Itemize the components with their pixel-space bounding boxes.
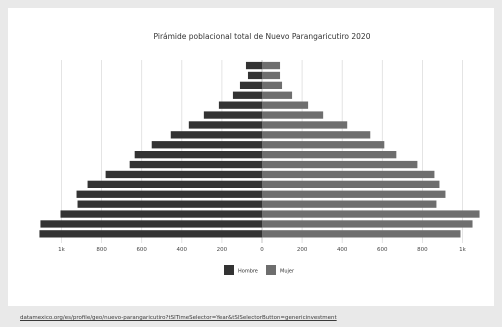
bar-mujer[interactable] xyxy=(262,71,281,80)
chart-legend: Hombre Mujer xyxy=(224,265,295,275)
legend-swatch xyxy=(224,265,234,275)
legend-swatch xyxy=(266,265,276,275)
bar-hombre[interactable] xyxy=(77,200,262,208)
bar-mujer[interactable] xyxy=(262,61,281,70)
x-tick-label: 200 xyxy=(297,247,308,253)
bar-hombre[interactable] xyxy=(188,121,262,129)
bar-hombre[interactable] xyxy=(105,170,262,179)
bar-mujer[interactable] xyxy=(262,91,293,99)
x-tick-label: 800 xyxy=(417,247,428,253)
bar-hombre[interactable] xyxy=(239,81,262,89)
x-tick-label: 400 xyxy=(337,247,348,253)
bar-mujer[interactable] xyxy=(262,81,283,89)
bar-hombre[interactable] xyxy=(151,141,262,149)
bar-mujer[interactable] xyxy=(262,121,348,129)
bar-mujer[interactable] xyxy=(262,200,437,208)
bar-hombre[interactable] xyxy=(40,220,263,228)
source-link[interactable]: datamexico.org/es/profile/geo/nuevo-para… xyxy=(20,315,337,321)
bar-mujer[interactable] xyxy=(262,230,461,238)
bar-mujer[interactable] xyxy=(262,190,446,198)
bar-hombre[interactable] xyxy=(39,230,262,238)
bar-mujer[interactable] xyxy=(262,111,324,119)
x-tick-label: 200 xyxy=(217,247,228,253)
bar-mujer[interactable] xyxy=(262,180,440,188)
bar-hombre[interactable] xyxy=(245,61,262,70)
bar-mujer[interactable] xyxy=(262,141,385,149)
bar-mujer[interactable] xyxy=(262,170,435,179)
bar-hombre[interactable] xyxy=(76,190,262,198)
bar-hombre[interactable] xyxy=(203,111,262,119)
chart-bars xyxy=(39,61,480,238)
x-tick-label: 1k xyxy=(459,247,466,253)
bar-mujer[interactable] xyxy=(262,101,309,109)
bar-hombre[interactable] xyxy=(247,71,262,80)
bar-hombre[interactable] xyxy=(134,151,262,159)
bar-mujer[interactable] xyxy=(262,160,418,169)
legend-item-hombre[interactable]: Hombre xyxy=(224,265,258,275)
x-axis-ticks: 1k 800 600 400 200 0 200 400 600 800 1k xyxy=(58,247,466,253)
x-tick-label: 800 xyxy=(96,247,107,253)
x-tick-label: 400 xyxy=(177,247,188,253)
legend-label: Mujer xyxy=(280,269,295,275)
bar-mujer[interactable] xyxy=(262,210,480,218)
x-tick-label: 0 xyxy=(260,247,264,253)
bar-mujer[interactable] xyxy=(262,131,371,139)
bar-hombre[interactable] xyxy=(60,210,263,218)
chart-title: Pirámide poblacional total de Nuevo Para… xyxy=(154,32,371,41)
bar-mujer[interactable] xyxy=(262,151,397,159)
x-tick-label: 1k xyxy=(58,247,65,253)
bar-mujer[interactable] xyxy=(262,220,473,228)
x-tick-label: 600 xyxy=(377,247,388,253)
bar-hombre[interactable] xyxy=(87,180,262,188)
bar-hombre[interactable] xyxy=(232,91,262,99)
legend-label: Hombre xyxy=(238,269,258,275)
x-tick-label: 600 xyxy=(136,247,147,253)
bar-hombre[interactable] xyxy=(170,131,262,139)
bar-hombre[interactable] xyxy=(129,160,262,169)
legend-item-mujer[interactable]: Mujer xyxy=(266,265,295,275)
bar-hombre[interactable] xyxy=(218,101,262,109)
